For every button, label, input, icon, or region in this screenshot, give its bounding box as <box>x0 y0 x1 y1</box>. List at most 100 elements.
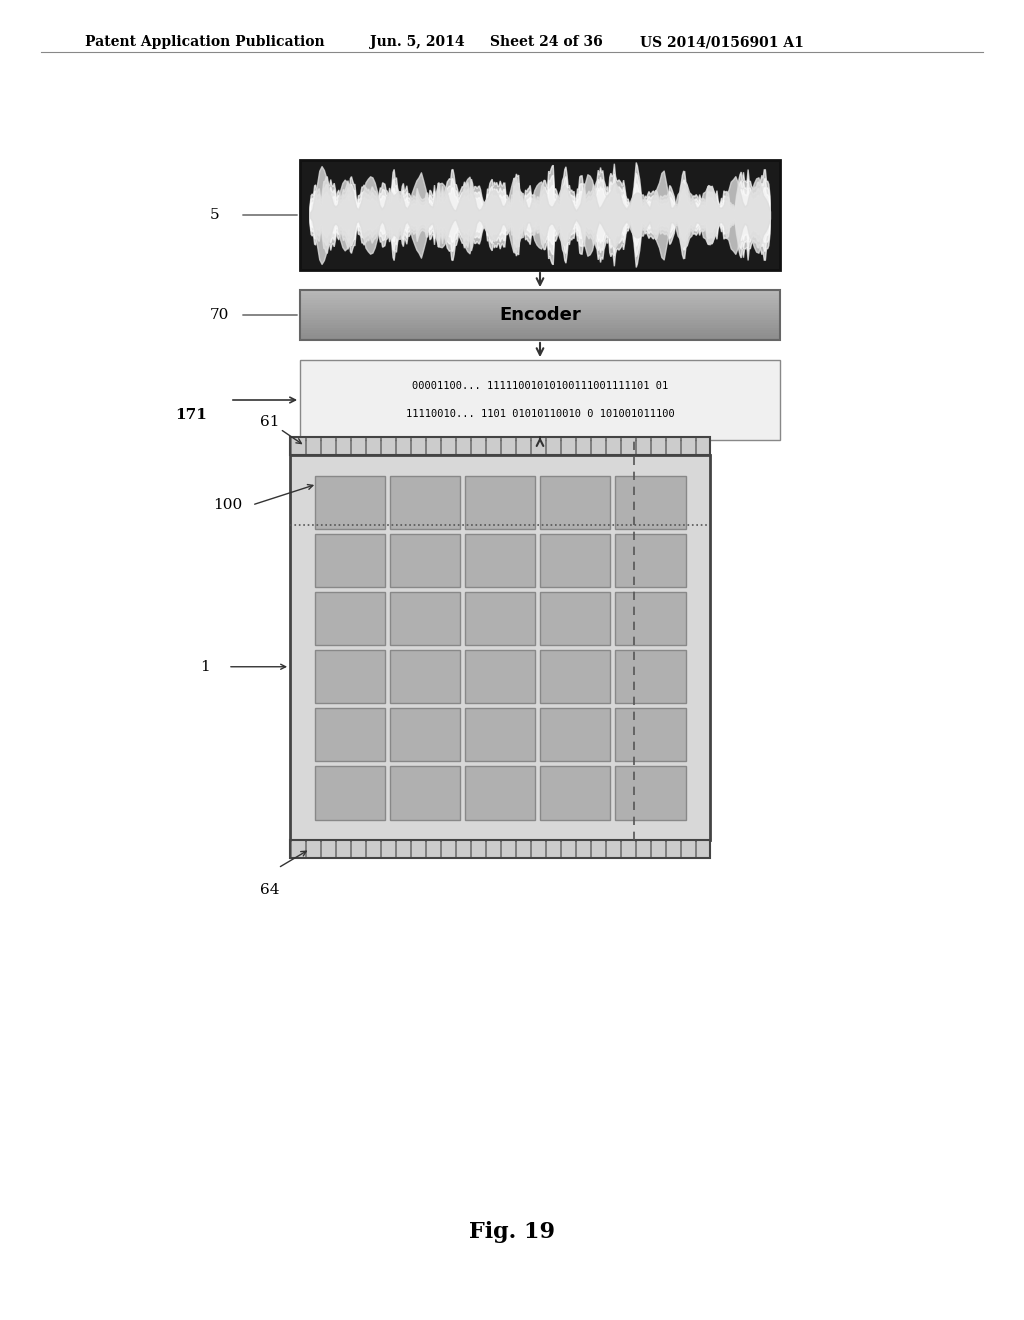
Bar <box>666 437 680 455</box>
Bar <box>314 533 385 587</box>
Bar <box>300 305 780 308</box>
Text: Patent Application Publication: Patent Application Publication <box>85 36 325 49</box>
Text: 11110010... 1101 01010110010 0 101001011100: 11110010... 1101 01010110010 0 101001011… <box>406 409 675 420</box>
Bar <box>336 437 349 455</box>
Bar <box>681 840 694 858</box>
Bar <box>390 533 460 587</box>
Bar <box>546 840 559 858</box>
Bar <box>300 319 780 322</box>
Bar <box>390 591 460 645</box>
Bar <box>615 649 685 704</box>
Bar <box>615 591 685 645</box>
Bar <box>300 338 780 341</box>
Polygon shape <box>310 162 770 268</box>
Bar <box>515 437 529 455</box>
Bar <box>470 437 484 455</box>
Bar <box>605 437 620 455</box>
Bar <box>465 649 536 704</box>
Bar <box>300 325 780 327</box>
Bar <box>300 313 780 315</box>
Bar <box>465 708 536 762</box>
Bar <box>515 840 529 858</box>
Bar <box>390 649 460 704</box>
Bar <box>666 840 680 858</box>
Bar <box>336 840 349 858</box>
Bar <box>350 840 365 858</box>
Text: Jun. 5, 2014: Jun. 5, 2014 <box>370 36 465 49</box>
Bar <box>465 591 536 645</box>
Bar <box>300 315 780 318</box>
Text: Encoder: Encoder <box>499 306 581 323</box>
Bar <box>440 437 455 455</box>
Bar <box>575 840 590 858</box>
Bar <box>291 437 304 455</box>
Bar <box>314 767 385 820</box>
Bar <box>300 294 780 297</box>
Bar <box>501 840 514 858</box>
Bar <box>390 475 460 529</box>
Bar <box>291 840 304 858</box>
Bar <box>366 437 380 455</box>
Bar <box>530 840 545 858</box>
Polygon shape <box>310 183 770 247</box>
Bar <box>456 840 469 858</box>
Bar <box>465 767 536 820</box>
Bar <box>540 767 610 820</box>
Text: 171: 171 <box>175 408 207 422</box>
Bar <box>395 840 410 858</box>
Bar <box>426 840 439 858</box>
Bar <box>540 475 610 529</box>
Bar <box>290 840 710 858</box>
Bar <box>540 591 610 645</box>
Bar <box>501 437 514 455</box>
Bar <box>300 360 780 440</box>
Bar <box>636 840 649 858</box>
Text: 70: 70 <box>210 308 229 322</box>
Bar <box>350 437 365 455</box>
Bar <box>300 160 780 271</box>
Bar <box>560 437 574 455</box>
Bar <box>314 475 385 529</box>
Bar <box>695 840 710 858</box>
Text: US 2014/0156901 A1: US 2014/0156901 A1 <box>640 36 804 49</box>
Bar <box>300 300 780 302</box>
Bar <box>636 437 649 455</box>
Polygon shape <box>310 173 770 257</box>
Bar <box>650 840 665 858</box>
Bar <box>395 437 410 455</box>
Bar <box>440 840 455 858</box>
Bar <box>300 290 780 293</box>
Bar <box>381 840 394 858</box>
Bar <box>290 437 710 455</box>
Bar <box>591 437 604 455</box>
Bar <box>300 310 780 313</box>
Bar <box>615 475 685 529</box>
Bar <box>305 840 319 858</box>
Bar <box>540 649 610 704</box>
Bar <box>321 840 335 858</box>
Bar <box>530 437 545 455</box>
Bar <box>290 455 710 840</box>
Bar <box>681 437 694 455</box>
Bar <box>300 290 780 341</box>
Bar <box>321 437 335 455</box>
Text: 00001100... 11111001010100111001111101 01: 00001100... 11111001010100111001111101 0… <box>412 380 668 391</box>
Bar <box>615 708 685 762</box>
Bar <box>300 318 780 319</box>
Bar <box>615 767 685 820</box>
Bar <box>695 437 710 455</box>
Bar <box>540 533 610 587</box>
Bar <box>470 840 484 858</box>
Text: 1: 1 <box>200 660 210 673</box>
Bar <box>591 840 604 858</box>
Bar <box>621 840 635 858</box>
Bar <box>390 708 460 762</box>
Bar <box>546 437 559 455</box>
Text: Fig. 19: Fig. 19 <box>469 1221 555 1243</box>
Bar <box>485 840 500 858</box>
Bar <box>426 437 439 455</box>
Bar <box>300 330 780 333</box>
Bar <box>300 333 780 335</box>
Bar <box>314 649 385 704</box>
Bar <box>465 475 536 529</box>
